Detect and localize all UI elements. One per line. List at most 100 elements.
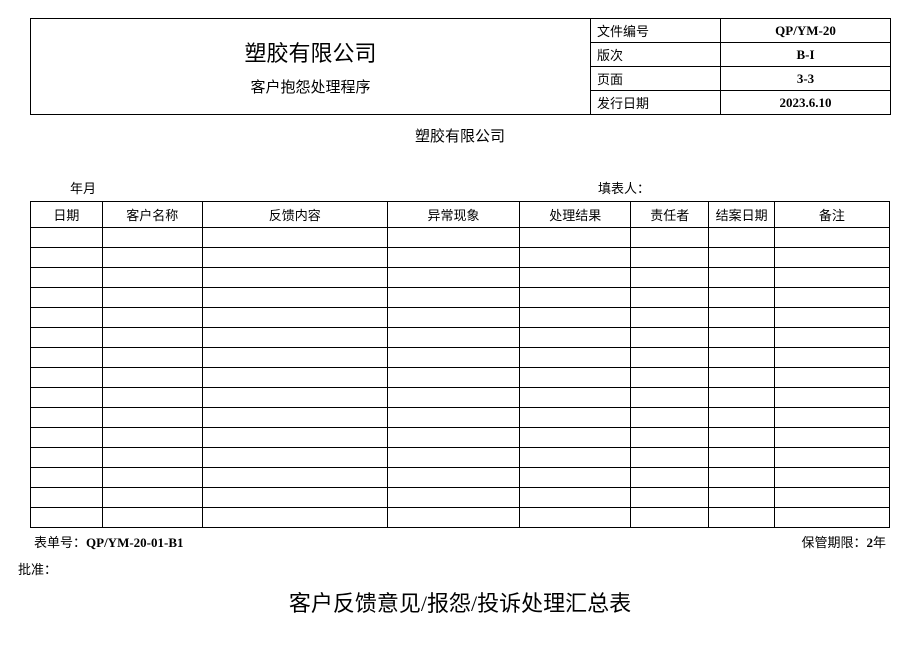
cell-feedback [202,248,387,268]
procedure-title: 客户抱怨处理程序 [37,72,584,97]
cell-customer [102,288,202,308]
header-left-cell: 塑胶有限公司 客户抱怨处理程序 [31,19,591,115]
cell-date [31,328,103,348]
cell-customer [102,268,202,288]
cell-owner [631,408,709,428]
cell-remark [774,328,889,348]
cell-remark [774,348,889,368]
company-name: 塑胶有限公司 [37,36,584,72]
cell-feedback [202,408,387,428]
cell-date [31,288,103,308]
cell-owner [631,428,709,448]
cell-anomaly [387,388,520,408]
cell-feedback [202,288,387,308]
cell-date [31,428,103,448]
cell-feedback [202,488,387,508]
table-row [31,328,890,348]
retention: 保管期限：2年 [801,532,886,551]
form-no-value: QP/YM-20-01-B1 [86,535,183,550]
col-header-feedback: 反馈内容 [202,202,387,228]
col-header-closed: 结案日期 [709,202,774,228]
cell-closed [709,248,774,268]
cell-feedback [202,348,387,368]
cell-owner [631,328,709,348]
cell-customer [102,348,202,368]
year-month-label: 年月 [70,178,96,197]
cell-date [31,228,103,248]
cell-customer [102,328,202,348]
cell-owner [631,308,709,328]
cell-date [31,508,103,528]
form-no-label: 表单号： [34,535,86,550]
cell-closed [709,488,774,508]
table-row [31,348,890,368]
meta-value-rev: B-I [721,43,891,67]
cell-result [520,468,631,488]
cell-result [520,308,631,328]
cell-customer [102,488,202,508]
cell-owner [631,368,709,388]
cell-closed [709,508,774,528]
cell-closed [709,328,774,348]
cell-result [520,408,631,428]
cell-remark [774,388,889,408]
col-header-result: 处理结果 [520,202,631,228]
approve-label: 批准： [18,559,890,578]
cell-customer [102,448,202,468]
cell-anomaly [387,228,520,248]
cell-date [31,368,103,388]
cell-date [31,448,103,468]
cell-remark [774,488,889,508]
cell-result [520,328,631,348]
cell-date [31,248,103,268]
cell-result [520,248,631,268]
cell-anomaly [387,468,520,488]
col-header-anomaly: 异常现象 [387,202,520,228]
cell-anomaly [387,428,520,448]
cell-remark [774,248,889,268]
cell-closed [709,268,774,288]
cell-date [31,388,103,408]
cell-feedback [202,308,387,328]
cell-feedback [202,328,387,348]
cell-closed [709,308,774,328]
cell-owner [631,288,709,308]
cell-anomaly [387,368,520,388]
table-row [31,388,890,408]
col-header-owner: 责任者 [631,202,709,228]
cell-remark [774,228,889,248]
cell-result [520,488,631,508]
cell-closed [709,428,774,448]
cell-anomaly [387,268,520,288]
cell-anomaly [387,348,520,368]
table-row [31,248,890,268]
table-row [31,488,890,508]
cell-customer [102,388,202,408]
table-row [31,308,890,328]
table-row [31,288,890,308]
cell-owner [631,268,709,288]
cell-owner [631,508,709,528]
retain-label: 保管期限： [801,535,866,550]
col-header-remark: 备注 [774,202,889,228]
cell-owner [631,488,709,508]
cell-result [520,348,631,368]
below-table-row: 表单号：QP/YM-20-01-B1 保管期限：2年 [30,528,890,551]
cell-feedback [202,448,387,468]
cell-remark [774,428,889,448]
cell-date [31,488,103,508]
cell-closed [709,388,774,408]
cell-feedback [202,368,387,388]
cell-result [520,388,631,408]
cell-anomaly [387,508,520,528]
cell-date [31,408,103,428]
table-row [31,468,890,488]
meta-label-docno: 文件编号 [591,19,721,43]
cell-remark [774,468,889,488]
cell-result [520,448,631,468]
cell-customer [102,308,202,328]
table-row [31,428,890,448]
cell-closed [709,288,774,308]
cell-customer [102,248,202,268]
col-header-date: 日期 [31,202,103,228]
